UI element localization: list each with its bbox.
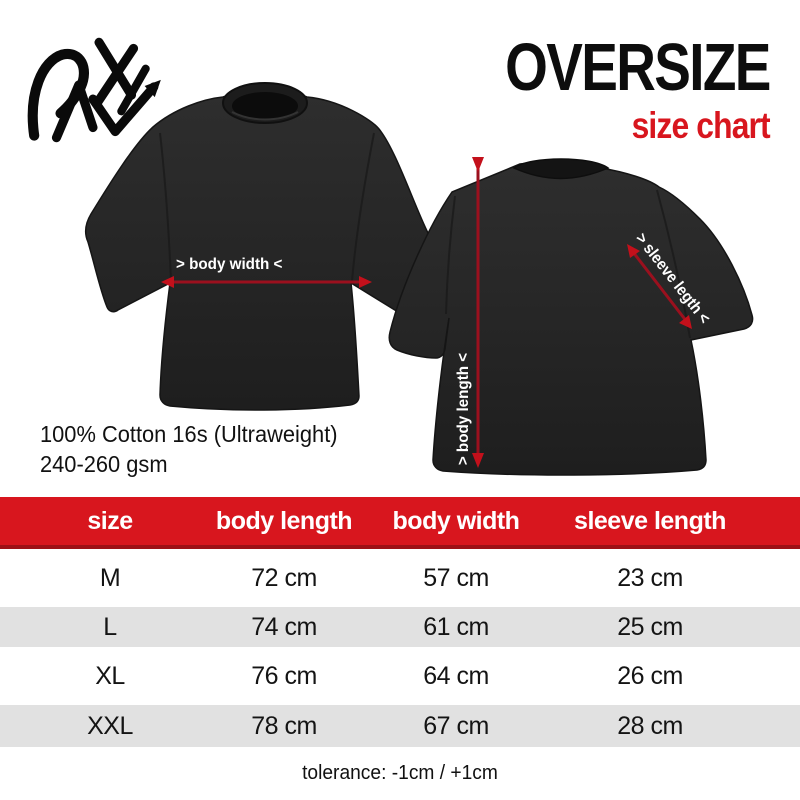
column-header-sleeve-length: sleeve length [574,506,726,535]
size-value: L [103,612,117,641]
material-line-1: 100% Cotton 16s (Ultraweight) [40,421,338,447]
page-subtitle: size chart [631,105,771,146]
column-header-body-width: body width [392,506,520,535]
material-info: 100% Cotton 16s (Ultraweight) 240-260 gs… [40,419,338,479]
size-value: M [99,563,121,592]
table-row-l: L 74 cm 61 cm 25 cm [0,607,800,647]
table-header-row: size body length body width sleeve lengt… [0,497,800,549]
column-header-size: size [87,506,133,535]
sleeve-length-value: 23 cm [617,563,683,592]
back-collar [512,158,610,180]
size-value: XXL [87,711,133,740]
body-length-measure [472,157,484,468]
table-row-xxl: XXL 78 cm 67 cm 28 cm [0,705,800,747]
body-width-measure [161,276,372,288]
body-length-value: 78 cm [251,711,317,740]
body-width-value: 64 cm [423,661,489,690]
size-table: size body length body width sleeve lengt… [0,497,800,747]
body-length-value: 74 cm [251,612,317,641]
tshirt-diagram [84,82,754,476]
tolerance-note: tolerance: -1cm / +1cm [302,762,498,784]
table-row-xl: XL 76 cm 64 cm 26 cm [0,647,800,705]
scribble-monogram-icon [27,37,161,143]
page-title: OVERSIZE [505,30,771,105]
material-line-2: 240-260 gsm [40,451,168,477]
body-width-value: 67 cm [423,711,489,740]
body-length-value: 72 cm [251,563,317,592]
sleeve-length-value: 25 cm [617,612,683,641]
size-value: XL [95,661,125,690]
column-header-body-length: body length [215,506,353,535]
brand-logo [27,37,161,143]
sleeve-length-measure [627,244,692,329]
sleeve-length-value: 28 cm [617,711,683,740]
table-row-m: M 72 cm 57 cm 23 cm [0,549,800,607]
body-width-value: 61 cm [423,612,489,641]
body-length-value: 76 cm [251,661,317,690]
front-tshirt [84,82,434,411]
sleeve-length-value: 26 cm [617,661,683,690]
back-tshirt [388,158,754,476]
body-width-value: 57 cm [423,563,489,592]
title-block: OVERSIZE size chart [447,30,771,146]
